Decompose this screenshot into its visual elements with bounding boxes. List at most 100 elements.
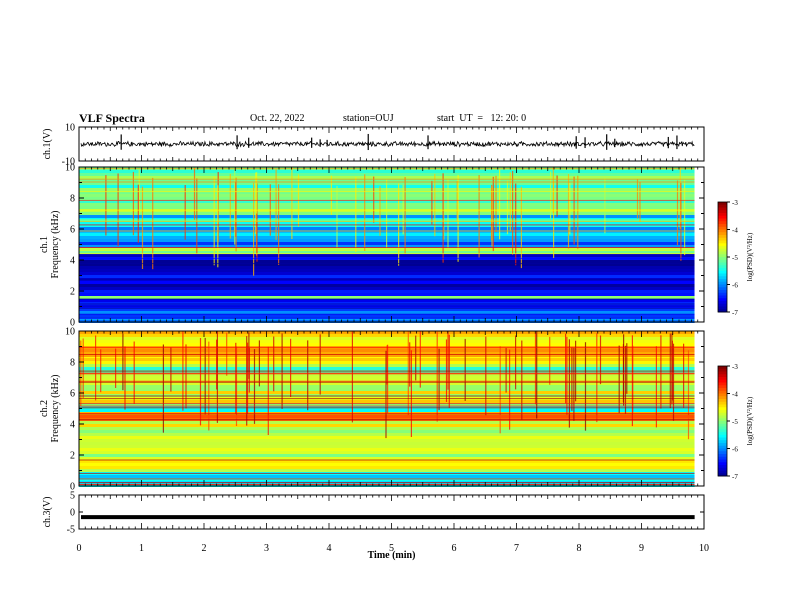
- heatmap-streak-1: [495, 175, 497, 232]
- heatmap-line-1: [79, 181, 695, 183]
- heatmap-streak-1: [291, 167, 293, 239]
- colorbar-swatch: [718, 276, 727, 280]
- heatmap-band-1: [79, 287, 695, 290]
- heatmap-band-1: [79, 293, 695, 296]
- heatmap-line-2: [79, 354, 695, 355]
- heatmap-line-1: [79, 178, 695, 180]
- colorbar-swatch: [718, 251, 727, 255]
- colorbar-swatch: [718, 459, 727, 463]
- heatmap-streak-2: [290, 338, 292, 397]
- x-axis-label: Time (min): [368, 550, 416, 561]
- heatmap-streak-2: [515, 335, 517, 390]
- y-axis-label: Frequency (kHz): [50, 374, 61, 442]
- heatmap-streak-2: [464, 338, 466, 401]
- heatmap-streak-1: [499, 169, 501, 240]
- heatmap-streak-2: [258, 340, 260, 387]
- heatmap-band-2: [79, 400, 695, 403]
- colorbar-swatch: [718, 385, 727, 389]
- heatmap-line-1: [79, 191, 695, 193]
- heatmap-empty-region: [694, 167, 704, 322]
- heatmap-streak-2: [549, 336, 551, 385]
- heatmap-streak-2: [273, 336, 275, 392]
- heatmap-band-2: [79, 460, 695, 463]
- x-tick-label: 9: [639, 543, 644, 554]
- heatmap-band-2: [79, 436, 695, 439]
- colorbar-tick-label: -6: [732, 446, 738, 454]
- heatmap-band-2: [79, 391, 695, 394]
- y-tick-label: 8: [70, 358, 75, 369]
- heatmap-streak-2: [124, 346, 126, 410]
- colorbar-swatch: [718, 292, 727, 296]
- y-tick-label: 6: [70, 389, 75, 400]
- heatmap-streak-2: [565, 333, 567, 404]
- heatmap-band-2: [79, 403, 695, 406]
- heatmap-band-2: [79, 409, 695, 412]
- heatmap-streak-2: [248, 347, 250, 393]
- heatmap-line-2: [79, 405, 695, 407]
- heatmap-band-1: [79, 176, 695, 179]
- heatmap-line-2: [79, 403, 695, 405]
- heatmap-band-2: [79, 478, 695, 481]
- colorbar-swatch: [718, 237, 727, 241]
- y-axis-label: ch.2: [39, 400, 50, 417]
- x-tick-label: 2: [202, 543, 207, 554]
- colorbar-swatch: [718, 407, 727, 411]
- heatmap-line-1: [79, 263, 695, 265]
- colorbar-label: log(PSD)(V²/Hz): [746, 396, 754, 445]
- heatmap-streak-2: [599, 335, 602, 385]
- colorbar-swatch: [718, 210, 727, 214]
- colorbar-swatch: [718, 426, 727, 430]
- heatmap-streak-2: [687, 350, 690, 440]
- heatmap-streak-2: [385, 350, 387, 439]
- colorbar-swatch: [718, 454, 727, 458]
- station-label: station=OUJ: [343, 113, 394, 124]
- colorbar-swatch: [718, 298, 727, 302]
- heatmap-streak-2: [655, 346, 657, 428]
- colorbar-swatch: [718, 229, 727, 233]
- heatmap-streak-1: [229, 173, 231, 239]
- heatmap-line-1: [79, 307, 695, 309]
- heatmap-streak-1: [105, 175, 107, 236]
- heatmap-streak-2: [660, 335, 662, 409]
- colorbar-swatch: [718, 437, 727, 441]
- heatmap-streak-1: [442, 173, 444, 263]
- heatmap-streak-2: [618, 345, 620, 413]
- heatmap-line-1: [79, 298, 695, 300]
- colorbar-swatch: [718, 366, 727, 370]
- heatmap-streak-2: [573, 347, 575, 421]
- colorbar-swatch: [718, 207, 727, 211]
- heatmap-line-1: [79, 279, 695, 280]
- heatmap-line-2: [79, 407, 695, 409]
- heatmap-streak-1: [492, 176, 494, 252]
- heatmap-streak-2: [566, 336, 568, 415]
- heatmap-band-1: [79, 266, 695, 269]
- y-tick-label: 0: [70, 318, 75, 329]
- heatmap-streak-2: [671, 333, 673, 405]
- colorbar-swatch: [718, 254, 727, 258]
- heatmap-line-2: [79, 347, 695, 349]
- y-tick-label: 0: [70, 508, 75, 519]
- heatmap-line-1: [79, 313, 695, 315]
- heatmap-streak-2: [419, 331, 421, 388]
- heatmap-line-2: [79, 472, 695, 474]
- heatmap-streak-1: [217, 185, 219, 268]
- heatmap-line-1: [79, 168, 695, 170]
- y-tick-label: 2: [70, 451, 75, 462]
- x-tick-label: 8: [577, 543, 582, 554]
- heatmap-streak-1: [152, 177, 154, 270]
- heatmap-streak-2: [185, 344, 187, 409]
- colorbar-swatch: [718, 232, 727, 236]
- colorbar-tick-label: -3: [732, 199, 738, 207]
- colorbar-swatch: [718, 309, 727, 313]
- colorbar-swatch: [718, 451, 727, 455]
- heatmap-empty-region: [694, 331, 704, 486]
- colorbar-swatch: [718, 259, 727, 263]
- heatmap-streak-2: [216, 331, 218, 423]
- heatmap-streak-2: [623, 334, 625, 406]
- colorbar-swatch: [718, 393, 727, 397]
- heatmap-streak-2: [505, 348, 507, 393]
- colorbar-swatch: [718, 284, 727, 288]
- heatmap-streak-2: [216, 339, 218, 390]
- colorbar-swatch: [718, 462, 727, 466]
- heatmap-band-2: [79, 433, 695, 436]
